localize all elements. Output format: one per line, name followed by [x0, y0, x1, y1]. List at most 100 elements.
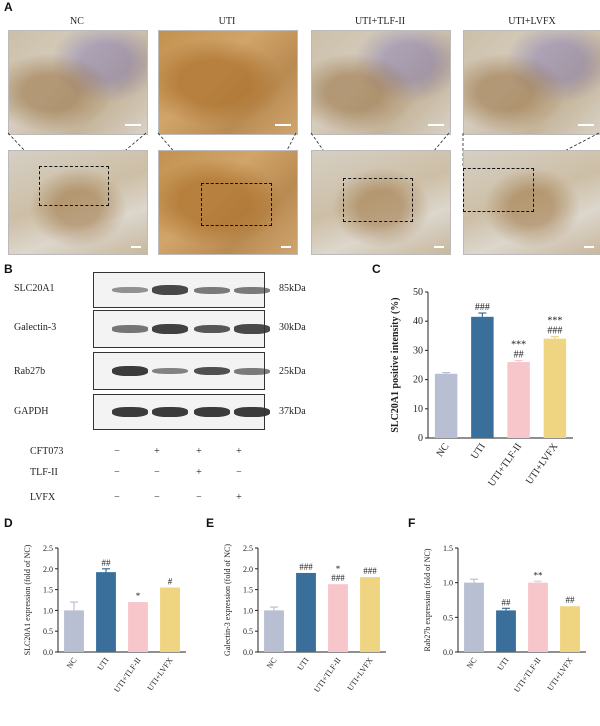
bar-uti-lvfx: [543, 338, 567, 438]
y-tick-label: 1.0: [443, 579, 453, 588]
histology-uti-lvfx-zoom: [463, 30, 600, 135]
y-tick-label: 20: [413, 375, 423, 386]
category-label: UTI: [296, 656, 311, 672]
bar-uti-tlf-ii: [128, 602, 148, 652]
category-label: NC: [65, 656, 79, 670]
y-tick-label: 2.0: [43, 565, 53, 574]
histology-nc-overview: [8, 150, 148, 255]
blot-label-gapdh: GAPDH: [14, 406, 49, 417]
band-rab27b-lane-3: [194, 366, 230, 376]
y-tick-label: 0.0: [243, 648, 253, 657]
zoom-box-uti-tlf: [343, 178, 413, 222]
zoom-box-nc: [39, 166, 109, 206]
y-tick-label: 0.0: [43, 648, 53, 657]
y-tick-label: 0.5: [443, 613, 453, 622]
histology-nc-zoom: [8, 30, 148, 135]
category-label: UTI+TLF-II: [312, 656, 343, 694]
sign-cft073-lane-3: +: [196, 446, 202, 457]
blot-label-rab27b: Rab27b: [14, 366, 46, 377]
sign-lvfx-lane-3: −: [196, 492, 202, 503]
y-axis-label: Rab27b expression (fold of NC): [423, 548, 432, 651]
bar-uti-tlf-ii: [328, 584, 348, 652]
bar-uti: [96, 572, 116, 652]
chart-c: 0 10 20 30 40 50 SLC20A1 positive intensity (%…: [390, 287, 573, 489]
category-label: UTI+LVFX: [545, 656, 574, 692]
band-gapdh-lane-2: [152, 407, 188, 417]
significance-marker: ##: [102, 558, 112, 568]
band-galectin-3-lane-3: [194, 324, 230, 334]
panel-label-e: E: [206, 516, 215, 530]
chart-d: 0.0 0.5 1.0 1.5 2.0 2.5 SLC20A1 expression (fo…: [23, 544, 186, 694]
category-label: UTI+LVFX: [145, 656, 174, 692]
sign-tlf-ii-lane-4: −: [236, 467, 242, 478]
panel-label-c: C: [372, 262, 381, 276]
condition-tlf2: TLF-II: [30, 467, 58, 478]
sign-lvfx-lane-2: −: [154, 492, 160, 503]
significance-marker: ##: [502, 597, 512, 607]
category-label: NC: [465, 656, 479, 670]
band-rab27b-lane-2: [152, 367, 188, 375]
category-label: UTI: [469, 441, 488, 461]
kda-slc20a1: 85kDa: [279, 283, 306, 294]
category-label: UTI: [496, 656, 511, 672]
band-gapdh-lane-1: [112, 407, 148, 417]
significance-marker: ###: [475, 302, 490, 313]
significance-marker: **: [534, 570, 544, 580]
kda-rab27b: 25kDa: [279, 366, 306, 377]
y-tick-label: 0: [418, 433, 423, 444]
histology-uti-overview: [158, 150, 298, 255]
band-galectin-3-lane-1: [112, 325, 148, 333]
sign-cft073-lane-1: −: [114, 446, 120, 457]
category-label: UTI: [96, 656, 111, 672]
bar-uti-tlf-ii: [528, 582, 548, 652]
histology-uti-tlf-overview: [311, 150, 451, 255]
group-title-nc: NC: [70, 16, 84, 27]
panel-label-b: B: [4, 262, 13, 276]
bar-nc: [434, 373, 458, 438]
condition-cft073: CFT073: [30, 446, 64, 457]
y-tick-label: 30: [413, 345, 423, 356]
group-title-uti: UTI: [218, 16, 236, 27]
histology-uti-tlf-zoom: [311, 30, 451, 135]
significance-marker: ###: [363, 566, 377, 576]
sign-tlf-ii-lane-1: −: [114, 467, 120, 478]
zoom-box-uti: [201, 183, 272, 226]
bar-nc: [464, 582, 484, 652]
y-axis-label: Galectin-3 expression (fold of NC): [223, 544, 232, 656]
blot-slc20a1: [93, 272, 270, 308]
y-axis-label: SLC20A1 expression (fold of NC): [23, 544, 32, 655]
sign-tlf-ii-lane-2: −: [154, 467, 160, 478]
bar-nc: [64, 610, 84, 652]
group-title-uti-lvfx: UTI+LVFX: [508, 16, 556, 27]
significance-marker: #: [168, 577, 173, 587]
significance-marker: ##: [514, 350, 524, 361]
blot-rab27b: [93, 352, 270, 390]
bar-uti: [496, 610, 516, 652]
y-tick-label: 40: [413, 316, 423, 327]
category-label: UTI+TLF-II: [486, 441, 524, 488]
band-galectin-3-lane-4: [234, 324, 270, 334]
bar-uti: [296, 572, 316, 652]
band-slc20a1-lane-3: [194, 286, 230, 294]
y-axis-label: SLC20A1 positive intensity (%): [390, 297, 401, 432]
y-tick-label: 1.5: [43, 586, 53, 595]
y-tick-label: 1.5: [443, 544, 453, 553]
sign-lvfx-lane-4: +: [236, 492, 242, 503]
band-slc20a1-lane-4: [234, 286, 270, 294]
category-label: UTI+TLF-II: [112, 656, 143, 694]
panel-label-f: F: [408, 516, 416, 530]
category-label: UTI+TLF-II: [512, 656, 543, 694]
blot-label-slc20a1: SLC20A1: [14, 283, 55, 294]
y-tick-label: 1.0: [43, 606, 53, 615]
bar-uti-lvfx: [160, 587, 180, 652]
y-tick-label: 0.0: [443, 648, 453, 657]
band-slc20a1-lane-1: [112, 286, 148, 294]
condition-lvfx: LVFX: [30, 492, 56, 503]
category-label: NC: [265, 656, 279, 670]
band-gapdh-lane-3: [194, 407, 230, 417]
bar-uti-tlf-ii: [507, 362, 530, 438]
kda-gapdh: 37kDa: [279, 406, 306, 417]
sign-cft073-lane-4: +: [236, 446, 242, 457]
significance-marker: ###: [331, 573, 345, 583]
blot-galectin3: [93, 310, 270, 348]
